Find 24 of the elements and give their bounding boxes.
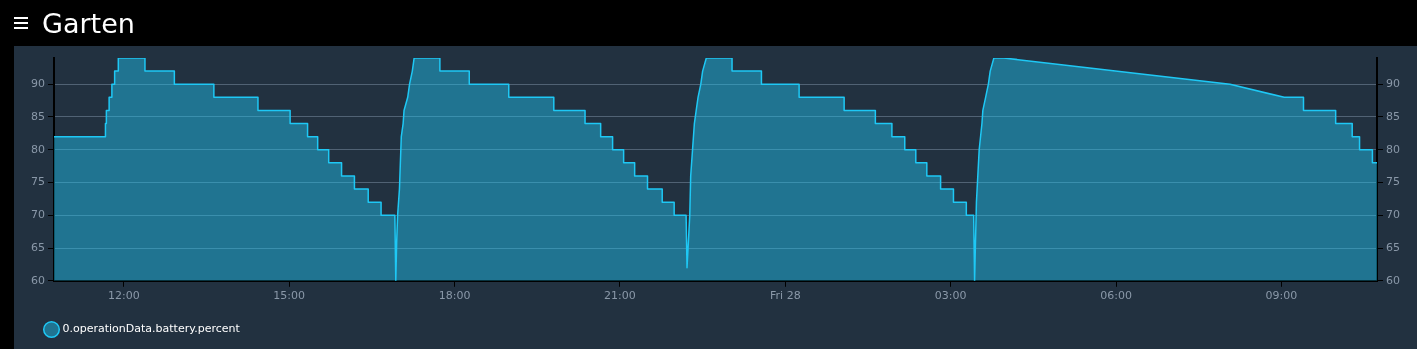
chart-title: Garten	[42, 7, 135, 39]
x-tick-label: 03:00	[934, 289, 967, 303]
legend-label: 0.operationData.battery.percent	[62, 322, 241, 336]
y2-tick-label: 85	[1386, 109, 1400, 123]
x-tick-label: 15:00	[273, 289, 306, 303]
x-tick-label: 21:00	[604, 289, 636, 303]
y2-tick-label: 75	[1386, 175, 1400, 189]
y-tick-label: 80	[31, 142, 45, 156]
x-tick-label: 09:00	[1265, 289, 1298, 303]
y2-tick-label: 60	[1386, 273, 1400, 287]
y2-tick-label: 80	[1386, 142, 1400, 156]
y2-tick-label: 65	[1386, 240, 1400, 254]
x-tick-label: 06:00	[1100, 289, 1132, 303]
y-tick-label: 70	[31, 208, 45, 222]
y2-tick-label: 90	[1386, 77, 1400, 91]
x-tick-label: 18:00	[438, 289, 471, 303]
y-tick-label: 90	[31, 77, 45, 91]
y-tick-label: 75	[31, 175, 45, 189]
x-tick-label: 12:00	[107, 289, 140, 303]
y-tick-label: 65	[31, 240, 45, 254]
y2-tick-label: 70	[1386, 208, 1400, 222]
y-tick-label: 60	[31, 273, 45, 287]
y-tick-label: 85	[31, 109, 45, 123]
x-tick-label: Fri 28	[770, 289, 801, 303]
